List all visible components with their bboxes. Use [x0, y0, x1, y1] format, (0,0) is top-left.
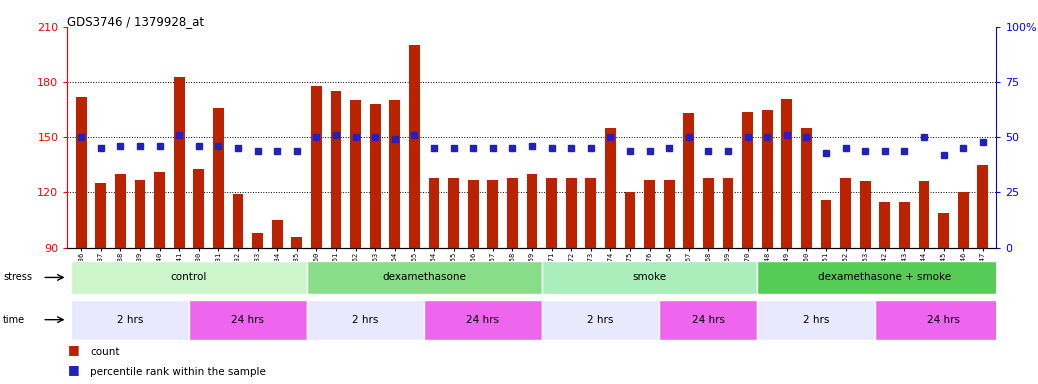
Bar	[542, 261, 758, 294]
Bar	[233, 194, 243, 248]
Bar	[72, 300, 189, 340]
Bar	[468, 180, 479, 248]
Text: ■: ■	[67, 363, 79, 376]
Bar	[526, 174, 538, 248]
Text: dexamethasone: dexamethasone	[382, 272, 466, 283]
Bar	[448, 178, 459, 248]
Text: GDS3746 / 1379928_at: GDS3746 / 1379928_at	[67, 15, 204, 28]
Bar	[546, 178, 557, 248]
Bar	[115, 174, 126, 248]
Text: 24 hrs: 24 hrs	[231, 314, 265, 325]
Text: dexamethasone + smoke: dexamethasone + smoke	[818, 272, 951, 283]
Bar	[919, 182, 929, 248]
Text: count: count	[90, 347, 119, 357]
Bar	[193, 169, 204, 248]
Bar	[155, 172, 165, 248]
Bar	[135, 180, 145, 248]
Bar	[429, 178, 439, 248]
Bar	[370, 104, 381, 248]
Bar	[645, 180, 655, 248]
Text: 24 hrs: 24 hrs	[466, 314, 499, 325]
Bar	[566, 178, 576, 248]
Text: stress: stress	[3, 272, 32, 283]
Bar	[859, 182, 871, 248]
Bar	[605, 128, 616, 248]
Bar	[292, 237, 302, 248]
Bar	[350, 101, 361, 248]
Bar	[306, 261, 542, 294]
Bar	[585, 178, 596, 248]
Bar	[272, 220, 282, 248]
Bar	[213, 108, 224, 248]
Text: 2 hrs: 2 hrs	[588, 314, 613, 325]
Bar	[782, 99, 792, 248]
Bar	[703, 178, 714, 248]
Bar	[978, 165, 988, 248]
Bar	[683, 113, 694, 248]
Text: 2 hrs: 2 hrs	[803, 314, 829, 325]
Bar	[899, 202, 909, 248]
Bar	[76, 97, 86, 248]
Bar	[189, 300, 306, 340]
Bar	[409, 45, 419, 248]
Bar	[330, 91, 342, 248]
Bar	[840, 178, 851, 248]
Bar	[72, 261, 306, 294]
Bar	[762, 110, 772, 248]
Bar	[722, 178, 734, 248]
Text: 2 hrs: 2 hrs	[117, 314, 143, 325]
Bar	[95, 183, 106, 248]
Bar	[742, 111, 753, 248]
Bar	[425, 300, 542, 340]
Bar	[252, 233, 263, 248]
Text: 2 hrs: 2 hrs	[352, 314, 379, 325]
Bar	[488, 180, 498, 248]
Bar	[311, 86, 322, 248]
Bar	[821, 200, 831, 248]
Bar	[306, 300, 425, 340]
Text: 24 hrs: 24 hrs	[927, 314, 960, 325]
Text: smoke: smoke	[632, 272, 666, 283]
Bar	[879, 202, 891, 248]
Bar	[758, 300, 875, 340]
Bar	[875, 300, 1012, 340]
Bar	[389, 101, 401, 248]
Text: control: control	[171, 272, 208, 283]
Bar	[758, 261, 1012, 294]
Bar	[663, 180, 675, 248]
Text: time: time	[3, 314, 25, 325]
Text: ■: ■	[67, 343, 79, 356]
Bar	[507, 178, 518, 248]
Text: 24 hrs: 24 hrs	[692, 314, 725, 325]
Bar	[625, 192, 635, 248]
Bar	[173, 76, 185, 248]
Text: percentile rank within the sample: percentile rank within the sample	[90, 367, 266, 377]
Bar	[938, 213, 949, 248]
Bar	[801, 128, 812, 248]
Bar	[542, 300, 659, 340]
Bar	[659, 300, 758, 340]
Bar	[958, 192, 968, 248]
